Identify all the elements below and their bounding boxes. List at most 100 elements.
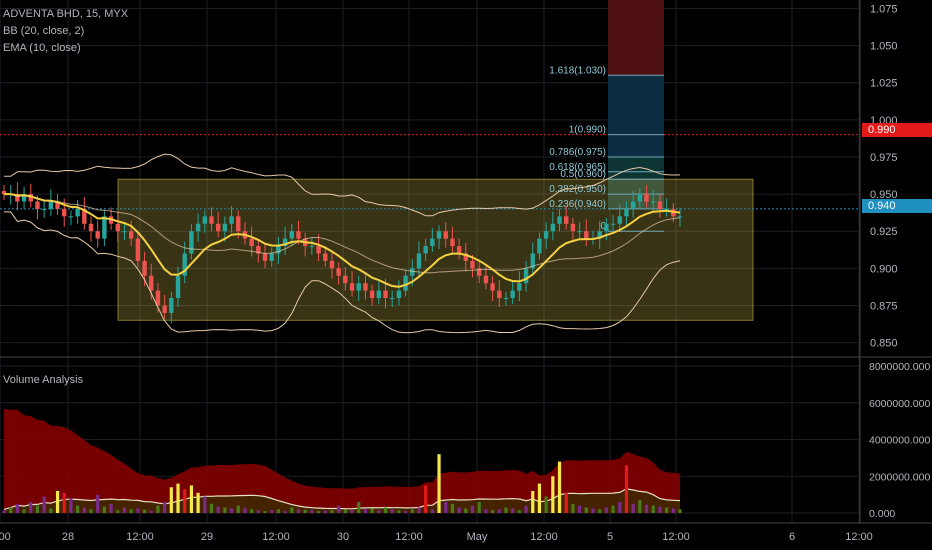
- x-tick-label: 12:00: [530, 531, 558, 543]
- candle-body: [349, 283, 355, 291]
- y-tick-label: 1.025: [870, 78, 898, 90]
- fib-level-label: 0.5(0.960): [560, 169, 606, 180]
- candle-body: [35, 201, 40, 209]
- candle-body: [550, 223, 556, 232]
- volume-bar: [477, 501, 481, 513]
- vol-tick-label: 2000000.000: [869, 471, 930, 483]
- candle-body: [497, 290, 502, 299]
- volume-bar: [497, 509, 501, 513]
- volume-bar: [444, 501, 448, 513]
- candle-body: [530, 253, 535, 269]
- volume-bar: [169, 487, 173, 513]
- volume-bar: [644, 504, 649, 513]
- vol-tick-label: 0.000: [869, 508, 895, 520]
- vol-tick-label: 4000000.000: [869, 435, 930, 447]
- price-tag-0940: 0.940: [862, 199, 932, 213]
- candle-body: [570, 223, 576, 232]
- candle-body: [236, 216, 241, 232]
- volume-bar: [55, 490, 60, 513]
- candle-body: [128, 231, 134, 239]
- y-tick-label: 0.950: [870, 189, 898, 201]
- candle-body: [376, 290, 382, 299]
- candle-body: [249, 238, 254, 247]
- candle-body: [389, 298, 395, 300]
- volume-bar: [524, 505, 528, 513]
- candle-body: [510, 290, 515, 299]
- volume-bar: [671, 508, 675, 513]
- volume-bar: [457, 507, 461, 513]
- candle-body: [456, 246, 462, 254]
- x-tick-label: 12:00: [662, 531, 690, 543]
- y-tick-label: 1.075: [870, 3, 898, 15]
- volume-bar: [357, 501, 361, 513]
- volume-bar: [96, 494, 100, 513]
- fib-level-label: 0.236(0.940): [549, 199, 606, 210]
- volume-bar: [437, 454, 441, 513]
- candle-body: [369, 290, 375, 299]
- bb-upper-band: [4, 153, 681, 217]
- candle-body: [323, 253, 328, 261]
- candle-body: [229, 216, 234, 224]
- legend-symbol: ADVENTA BHD, 15, MYX: [3, 8, 129, 20]
- candle-body: [564, 216, 569, 224]
- candle-body: [657, 201, 663, 209]
- volume-bar: [604, 507, 608, 513]
- volume-bar: [256, 510, 260, 513]
- volume-bar: [15, 503, 19, 513]
- candle-body: [624, 208, 629, 217]
- candle-body: [537, 238, 542, 254]
- candle-body: [276, 246, 281, 254]
- volume-bar: [424, 485, 428, 513]
- volume-bar: [464, 508, 468, 513]
- candle-body: [363, 283, 368, 291]
- candle-body: [477, 268, 482, 276]
- candle-body: [517, 283, 522, 291]
- volume-bar: [323, 510, 327, 513]
- candle-body: [677, 216, 683, 218]
- volume-bar: [276, 509, 281, 513]
- volume-bar: [504, 507, 508, 513]
- volume-bar: [564, 492, 568, 513]
- x-tick-label: 6: [789, 531, 795, 543]
- volume-bar: [665, 507, 669, 513]
- candle-body: [15, 194, 20, 202]
- volume-bar: [470, 505, 475, 513]
- volume-bar: [651, 505, 655, 513]
- candle-body: [490, 283, 495, 291]
- volume-bar: [22, 509, 26, 513]
- candle-body: [282, 238, 288, 247]
- fib-level-label: 1.618(1.030): [549, 65, 606, 76]
- candle-body: [48, 201, 54, 209]
- candle-body: [630, 201, 636, 209]
- volume-bar: [658, 506, 662, 513]
- volume-bar: [129, 509, 133, 513]
- volume-bar: [511, 508, 515, 513]
- candle-body: [142, 260, 147, 276]
- volume-bar: [591, 508, 595, 513]
- volume-bar: [611, 505, 615, 513]
- y-tick-label: 1.050: [870, 41, 898, 53]
- candle-body: [296, 231, 301, 239]
- candle-body: [21, 194, 27, 202]
- volume-envelope-area: [4, 409, 680, 513]
- volume-bar: [578, 505, 582, 513]
- candle-body: [269, 253, 274, 261]
- volume-bar: [116, 510, 120, 513]
- x-tick-label: 28: [62, 531, 74, 543]
- candle-body: [343, 275, 348, 284]
- candle-body: [637, 194, 643, 202]
- volume-bar: [142, 509, 147, 513]
- volume-bar: [163, 501, 167, 513]
- candle-body: [523, 268, 529, 284]
- candle-body: [383, 290, 388, 299]
- x-tick-label: May: [467, 531, 488, 543]
- candle-body: [436, 231, 442, 239]
- candle-body: [88, 223, 94, 232]
- candle-body: [410, 268, 415, 276]
- candle-body: [75, 208, 80, 217]
- volume-bar: [310, 510, 314, 513]
- candle-body: [329, 260, 335, 269]
- candle-body: [416, 253, 422, 269]
- volume-bar: [236, 505, 240, 513]
